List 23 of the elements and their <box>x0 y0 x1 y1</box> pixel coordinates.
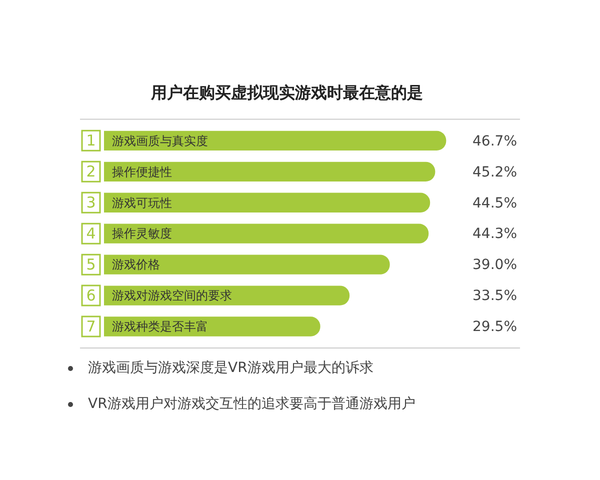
text: VR游戏用户对游戏交互性的追求要高于普通游戏用户 <box>88 396 416 412</box>
bar <box>104 224 429 244</box>
y-tick-label: 5 游戏价格 <box>86 255 160 274</box>
data-label: 44.5% <box>472 195 517 212</box>
data-label: 46.7% <box>472 133 517 150</box>
y-tick-label: 4 操作灵敏度 <box>86 224 172 242</box>
y-tick-label: 2 操作便捷性 <box>86 162 172 181</box>
y-tick-label: 1 游戏画质与真实度 <box>86 132 208 150</box>
bar <box>104 162 436 182</box>
bar <box>104 254 390 274</box>
data-label: 39.0% <box>472 257 517 274</box>
text: 游戏画质与游戏深度是VR游戏用户最大的诉求 <box>88 360 374 376</box>
bar <box>104 130 446 151</box>
data-label: 29.5% <box>472 319 517 336</box>
data-label: 44.3% <box>472 226 517 242</box>
chart-title: 用户在购买虚拟现实游戏时最在意的是 <box>150 82 423 102</box>
bar <box>104 316 320 336</box>
data-label: 33.5% <box>472 288 517 304</box>
y-tick-label: 6 游戏对游戏空间的要求 <box>86 286 232 304</box>
y-tick-label: 7 游戏种类是否丰富 <box>86 317 208 336</box>
data-label: 45.2% <box>472 164 517 180</box>
bar <box>104 192 430 212</box>
y-tick-label: 3 游戏可玩性 <box>86 194 172 212</box>
